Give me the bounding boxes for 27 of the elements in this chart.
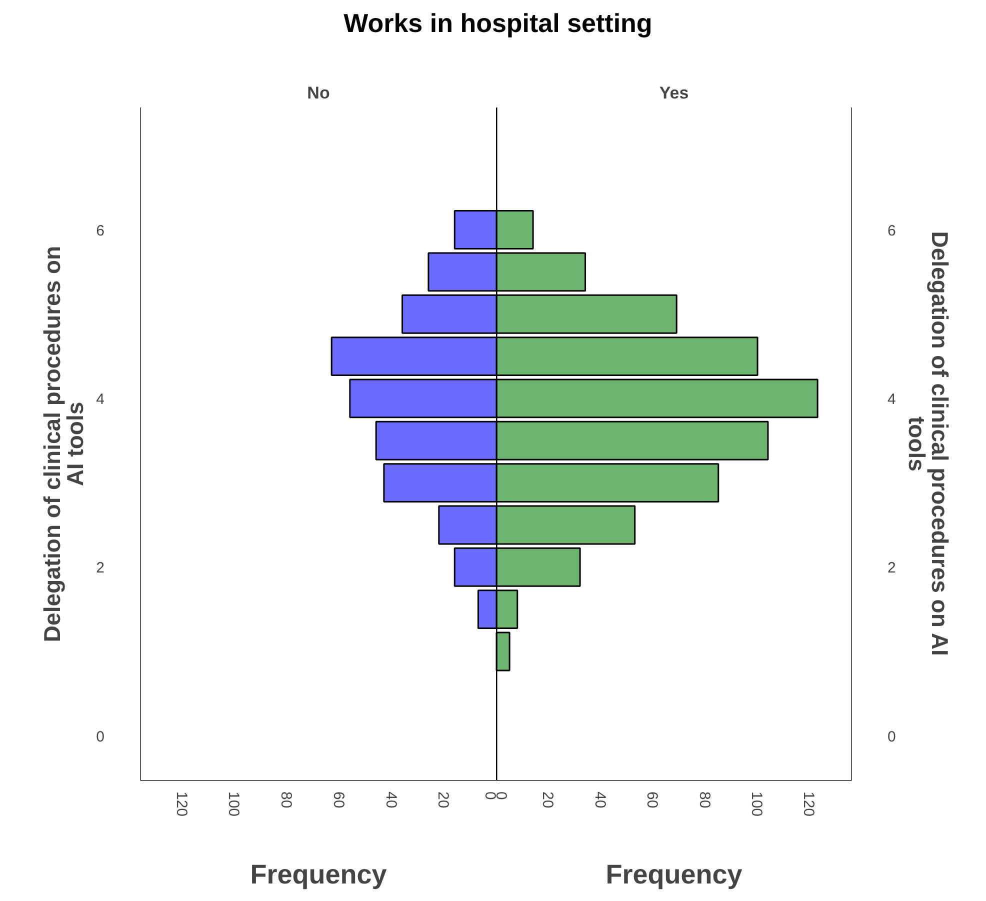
y-tick-label: 0	[888, 728, 896, 746]
x-tick-label: 100	[225, 792, 242, 817]
x-tick-label: 80	[278, 792, 295, 808]
x-tick-label: 60	[330, 792, 347, 808]
x-tick-label: 40	[382, 792, 400, 808]
y-axis-title: Delegation of clinical procedures on AI tools	[904, 231, 954, 656]
y-tick-label: 2	[96, 560, 104, 577]
x-axis-title: Frequency	[606, 860, 742, 890]
x-tick-label: 100	[748, 792, 766, 817]
x-tick-label: 20	[539, 792, 556, 808]
y-tick-label: 6	[888, 222, 896, 240]
chart-subtitle: Yes	[659, 84, 689, 103]
x-tick-label: 80	[696, 792, 713, 808]
x-tick-label: 20	[434, 792, 452, 808]
y-tick-label: 4	[96, 391, 104, 408]
x-tick-label: 120	[172, 792, 190, 817]
y-tick-label: 6	[96, 222, 104, 240]
chart-title: Works in hospital setting	[344, 7, 652, 40]
y-tick-label: 4	[888, 391, 896, 408]
x-tick-label: 120	[800, 792, 818, 817]
y-tick-label: 0	[96, 728, 104, 746]
x-tick-label: 40	[591, 792, 608, 808]
y-tick-label: 2	[888, 560, 896, 577]
y-axis-title: Delegation of clinical procedures on AI tools	[38, 246, 88, 642]
x-axis-title: Frequency	[250, 860, 387, 890]
x-tick-label: 60	[644, 792, 661, 808]
chart-subtitle: No	[307, 84, 330, 103]
